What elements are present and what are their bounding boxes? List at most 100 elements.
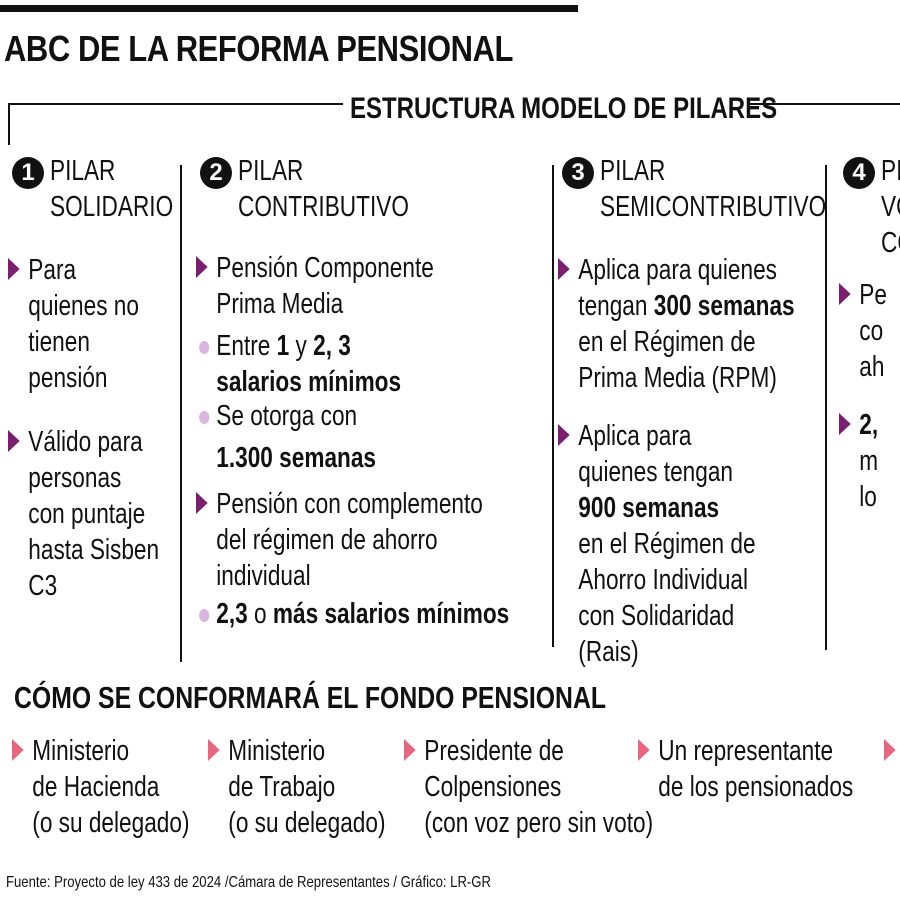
item-line: Prima Media: [216, 286, 434, 322]
item-line: hasta Sisben: [28, 532, 159, 568]
item-line: individual: [216, 558, 483, 594]
text-segment: lo: [859, 481, 877, 513]
pillar-title-line: SOLIDARIO: [50, 191, 174, 223]
pillar-title-line: VO: [881, 191, 900, 223]
text-segment: pensión: [28, 362, 108, 394]
item-line: m: [859, 443, 878, 479]
fund-member-line: Colpensiones: [424, 771, 562, 803]
pillar-title: PILAR SEMICONTRIBUTIVO: [600, 153, 826, 225]
fund-member-line: (con voz pero sin voto): [424, 807, 654, 839]
item-line: tienen: [28, 324, 139, 360]
pillar-item: Aplica para quienes tengan 300 semanas en …: [558, 252, 795, 396]
pillar-item: Se otorga con 1.300 semanas: [196, 398, 376, 476]
item-line: Pensión con complemento: [216, 486, 483, 522]
pillar-number-badge: 3: [562, 157, 594, 189]
pillar-item: Pe co ah: [839, 277, 887, 385]
item-line: 2,3 o más salarios mínimos: [216, 596, 509, 632]
fund-heading: CÓMO SE CONFORMARÁ EL FONDO PENSIONAL: [14, 680, 607, 715]
fund-member-line: Ministerio: [228, 735, 326, 767]
text-segment: Prima Media (RPM): [578, 362, 777, 394]
fund-member: Ministerio de Hacienda (o su delegado): [12, 733, 189, 841]
fund-member-line: Ministerio: [32, 735, 130, 767]
triangle-bullet-icon: [558, 258, 570, 280]
page-title: ABC DE LA REFORMA PENSIONAL: [4, 28, 513, 69]
pillar-item: 2, m lo: [839, 407, 878, 515]
text-segment: quienes tengan: [578, 456, 733, 488]
text-segment: tengan: [578, 290, 654, 322]
item-line: personas: [28, 460, 159, 496]
text-segment: 2, 3: [313, 330, 351, 362]
text-segment: con Solidaridad: [578, 600, 735, 632]
fund-member-line: Presidente de: [424, 735, 564, 767]
triangle-bullet-icon: [839, 283, 851, 305]
bullet-dot-icon: [199, 411, 210, 424]
triangle-bullet-icon: [558, 424, 570, 446]
item-line: con puntaje: [28, 496, 159, 532]
item-line: Ahorro Individual: [578, 562, 755, 598]
source-note: Fuente: Proyecto de ley 433 de 2024 /Cám…: [6, 874, 491, 891]
text-segment: tienen: [28, 326, 90, 358]
fund-member-line: de Trabajo: [228, 771, 336, 803]
text-segment: Aplica para quienes: [578, 254, 777, 286]
text-segment: Prima Media: [216, 288, 344, 320]
text-segment: del régimen de ahorro: [216, 524, 438, 556]
fund-member-line: (o su delegado): [32, 807, 190, 839]
pillar-title: PI VO CO: [881, 153, 900, 261]
pillar-title-line: SEMICONTRIBUTIVO: [600, 191, 827, 223]
text-segment: personas: [28, 462, 122, 494]
item-line: Pe: [859, 277, 887, 313]
text-segment: 1: [276, 330, 290, 362]
pillar-number-badge: 1: [12, 157, 44, 189]
fund-member: Ministerio de Trabajo (o su delegado): [208, 733, 385, 841]
fund-member: Presidente de Colpensiones (con voz pero s…: [404, 733, 653, 841]
triangle-bullet-icon: [196, 256, 208, 278]
text-segment: Pensión con complemento: [216, 488, 483, 520]
item-line: pensión: [28, 360, 139, 396]
pillar-title-line: CONTRIBUTIVO: [238, 191, 409, 223]
text-segment: más salarios mínimos: [272, 598, 510, 630]
item-line: C3: [28, 568, 159, 604]
text-segment: en el Régimen de: [578, 528, 756, 560]
text-segment: Pensión Componente: [216, 252, 434, 284]
divider: [750, 103, 900, 105]
item-line: del régimen de ahorro: [216, 522, 483, 558]
text-segment: Para: [28, 254, 77, 286]
text-segment: salarios mínimos: [216, 366, 402, 398]
item-line: 2,: [859, 407, 878, 443]
text-segment: 300 semanas: [653, 290, 795, 322]
pillar-item: Aplica para quienes tengan 900 semanas en e…: [558, 418, 756, 670]
triangle-bullet-icon: [196, 492, 208, 514]
fund-member-line: de Hacienda: [32, 771, 160, 803]
item-line: Válido para: [28, 424, 159, 460]
item-line: 1.300 semanas: [216, 440, 376, 476]
item-line: lo: [859, 479, 878, 515]
bullet-dot-icon: [199, 341, 210, 354]
item-line: Pensión Componente: [216, 250, 434, 286]
text-segment: C3: [28, 570, 58, 602]
text-segment: 1.300 semanas: [216, 442, 377, 474]
pillar-number-badge: 2: [200, 157, 232, 189]
pillar-title-line: PILAR: [238, 155, 304, 187]
text-segment: individual: [216, 560, 311, 592]
text-segment: Pe: [859, 279, 887, 311]
item-line: tengan 300 semanas: [578, 288, 794, 324]
text-segment: co: [859, 315, 884, 347]
item-line: Se otorga con: [216, 398, 376, 434]
text-segment: 2,3: [216, 598, 248, 630]
column-divider: [825, 165, 827, 650]
pillar-title-line: PI: [881, 155, 900, 187]
arrow-icon: [208, 739, 220, 761]
text-segment: y: [289, 330, 314, 362]
pillar-title: PILAR CONTRIBUTIVO: [238, 153, 409, 225]
triangle-bullet-icon: [839, 413, 851, 435]
item-line: 900 semanas: [578, 490, 755, 526]
text-segment: Entre: [216, 330, 277, 362]
bullet-dot-icon: [199, 609, 210, 622]
text-segment: 900 semanas: [578, 492, 720, 524]
arrow-icon: [404, 739, 416, 761]
pillar-title-line: PILAR: [600, 155, 666, 187]
triangle-bullet-icon: [8, 430, 20, 452]
arrow-icon: [638, 739, 650, 761]
fund-member-line: de los pensionados: [658, 771, 854, 803]
text-segment: con puntaje: [28, 498, 146, 530]
